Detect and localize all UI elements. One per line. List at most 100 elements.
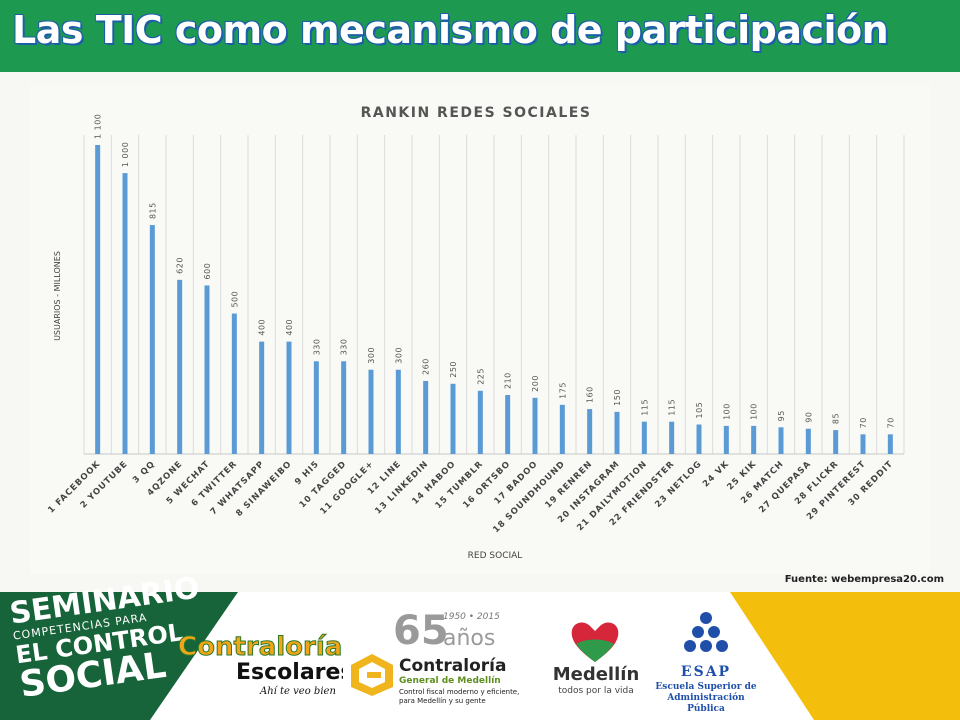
contralorias-word: Contralorías (178, 632, 359, 663)
esap-dots-icon (684, 612, 728, 652)
bar (149, 225, 155, 454)
anniversary-years: 1950 • 2015 (443, 612, 500, 622)
bar (696, 424, 702, 454)
data-label: 500 (230, 291, 239, 308)
data-label: 300 (394, 347, 403, 364)
data-label: 330 (312, 339, 321, 356)
data-label: 105 (695, 402, 704, 419)
bar (505, 395, 511, 454)
bar (587, 409, 593, 454)
source-note: Fuente: webempresa20.com (784, 574, 944, 585)
contralorias-tagline: Ahí te veo bien (260, 686, 336, 697)
footer-logos: SEMINARIO COMPETENCIAS PARA EL CONTROL S… (0, 570, 960, 720)
bar (231, 313, 237, 454)
x-tick-label: 10 TAGGED (298, 459, 349, 510)
bar (860, 434, 866, 454)
bar (286, 341, 292, 454)
data-label: 200 (531, 375, 540, 392)
data-label: 100 (750, 403, 759, 420)
bar (477, 390, 483, 454)
contraloria-subtitle: General de Medellín (399, 676, 501, 686)
bar (887, 434, 893, 454)
bar (204, 285, 210, 454)
esap-logo: ESAP Escuela Superior de Administración … (650, 610, 762, 714)
data-label: 90 (804, 412, 813, 423)
x-tick-label: 19 RENREN (543, 459, 594, 510)
contraloria-name: Contraloría (399, 656, 507, 676)
x-tick-label: 3 QQ (131, 459, 157, 485)
data-label: 330 (340, 339, 349, 356)
bar (833, 430, 839, 454)
data-label: 400 (285, 319, 294, 336)
data-label: 70 (886, 417, 895, 428)
contraloria-emblem-icon (351, 654, 393, 696)
bar (341, 361, 347, 454)
bar (723, 425, 729, 454)
x-axis-label: RED SOCIAL (468, 551, 523, 561)
data-label: 250 (449, 361, 458, 378)
chart-title: RANKIN REDES SOCIALES (361, 105, 592, 121)
esap-tagline: Escuela Superior de Administración Públi… (650, 682, 762, 715)
x-tick-label: 16 ORTSBO (461, 459, 512, 510)
data-label: 175 (558, 382, 567, 399)
seminario-banner (0, 592, 238, 720)
y-axis-label: USUARIOS - MILLONES (53, 251, 62, 341)
data-label: 225 (476, 368, 485, 385)
data-label: 115 (668, 399, 677, 416)
esap-tagline-1: Escuela Superior de (655, 682, 757, 692)
bar (641, 421, 647, 454)
bar-chart: RANKIN REDES SOCIALES USUARIOS - MILLONE… (46, 105, 905, 561)
x-tick-label: 15 TUMBLR (434, 459, 486, 511)
bar (313, 361, 319, 454)
data-label: 95 (777, 410, 786, 421)
bar (559, 404, 565, 454)
bar (423, 380, 429, 454)
bar (778, 427, 784, 454)
data-label: 400 (258, 319, 267, 336)
contraloria-65-logo: 65 1950 • 2015 años Contraloría General … (343, 604, 527, 720)
data-label: 100 (722, 403, 731, 420)
bar (669, 421, 675, 454)
bar (395, 369, 401, 454)
data-label: 85 (832, 413, 841, 424)
bar (95, 145, 101, 454)
data-label: 620 (176, 257, 185, 274)
bar (751, 425, 757, 454)
medellin-name: Medellín (552, 664, 640, 685)
data-label: 70 (859, 417, 868, 428)
data-label: 115 (640, 399, 649, 416)
contralorias-escolares-logo: Contralorías Escolares Ahí te veo bien (178, 632, 359, 702)
data-label: 1 100 (94, 114, 103, 139)
data-label: 160 (586, 386, 595, 403)
data-label: 210 (504, 372, 513, 389)
bar (532, 397, 538, 454)
bar (259, 341, 265, 454)
yellow-corner-shape (730, 592, 960, 720)
anniversary-number: 65 (393, 608, 449, 654)
contraloria-tagline: Control fiscal moderno y eficiente, para… (399, 688, 520, 705)
data-label: 260 (422, 358, 431, 375)
bar (450, 383, 456, 454)
chart-area: RANKIN REDES SOCIALES USUARIOS - MILLONE… (30, 84, 930, 574)
escolares-word: Escolares (236, 660, 354, 685)
bar (805, 428, 811, 454)
bar (177, 279, 183, 454)
data-label: 150 (613, 389, 622, 406)
medellin-tagline: todos por la vida (558, 686, 634, 696)
data-label: 1 000 (121, 142, 130, 167)
esap-word: ESAP (680, 664, 732, 680)
data-label: 600 (203, 263, 212, 280)
bar (122, 173, 128, 454)
bar (368, 369, 374, 454)
page-title: Las TIC como mecanismo de participación (12, 8, 889, 52)
x-tick-label: 2 YOUTUBE (79, 459, 131, 511)
medellin-logo: Medellín todos por la vida (546, 618, 646, 698)
bar (614, 411, 620, 454)
header-bar: Las TIC como mecanismo de participación (0, 0, 960, 72)
medellin-heart-icon (571, 622, 619, 662)
anniversary-anos: años (443, 626, 496, 651)
esap-tagline-2: Administración Pública (667, 693, 745, 714)
data-label: 300 (367, 347, 376, 364)
data-label: 815 (148, 202, 157, 219)
